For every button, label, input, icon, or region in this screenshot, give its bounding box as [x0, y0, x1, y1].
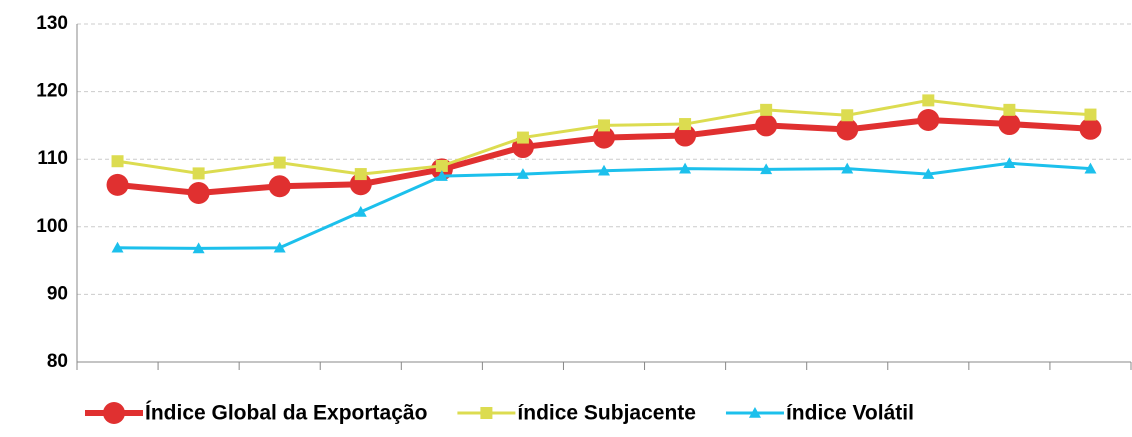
marker [755, 114, 778, 137]
marker [1003, 103, 1016, 116]
marker [111, 155, 124, 168]
marker [268, 175, 291, 198]
y-tick-label: 90 [47, 283, 68, 304]
marker [841, 162, 854, 174]
marker [679, 118, 692, 131]
marker [836, 118, 859, 141]
y-tick-label: 120 [36, 81, 68, 102]
marker [480, 407, 493, 419]
marker [841, 109, 854, 122]
marker [1003, 157, 1016, 169]
marker [187, 182, 210, 204]
marker [435, 159, 448, 172]
marker [760, 103, 773, 116]
marker [1084, 162, 1097, 174]
marker [435, 170, 448, 181]
marker [1079, 117, 1102, 140]
marker [917, 108, 940, 131]
marker [598, 119, 610, 132]
marker [598, 164, 610, 176]
legend-label: índice Volátil [786, 402, 914, 425]
marker [748, 407, 761, 418]
y-tick-label: 100 [36, 216, 68, 237]
marker [273, 156, 286, 169]
marker [106, 173, 129, 196]
marker [516, 168, 529, 179]
marker [354, 205, 367, 217]
legend-label: Índice Global da Exportação [145, 402, 427, 425]
marker [103, 402, 125, 424]
marker [516, 131, 529, 144]
marker [354, 168, 367, 181]
y-tick-label: 130 [36, 13, 68, 34]
marker [922, 94, 935, 107]
marker [998, 113, 1021, 136]
marker [679, 162, 692, 174]
series-line [117, 161, 1091, 250]
marker [1084, 108, 1097, 121]
y-tick-label: 110 [37, 148, 68, 169]
marker [273, 241, 286, 253]
legend-label: índice Subjacente [517, 402, 696, 425]
marker [593, 126, 615, 149]
marker [192, 167, 205, 180]
marker [922, 168, 935, 179]
marker [192, 242, 205, 254]
marker [111, 241, 124, 253]
marker [760, 163, 773, 175]
y-tick-label: 80 [47, 351, 68, 372]
